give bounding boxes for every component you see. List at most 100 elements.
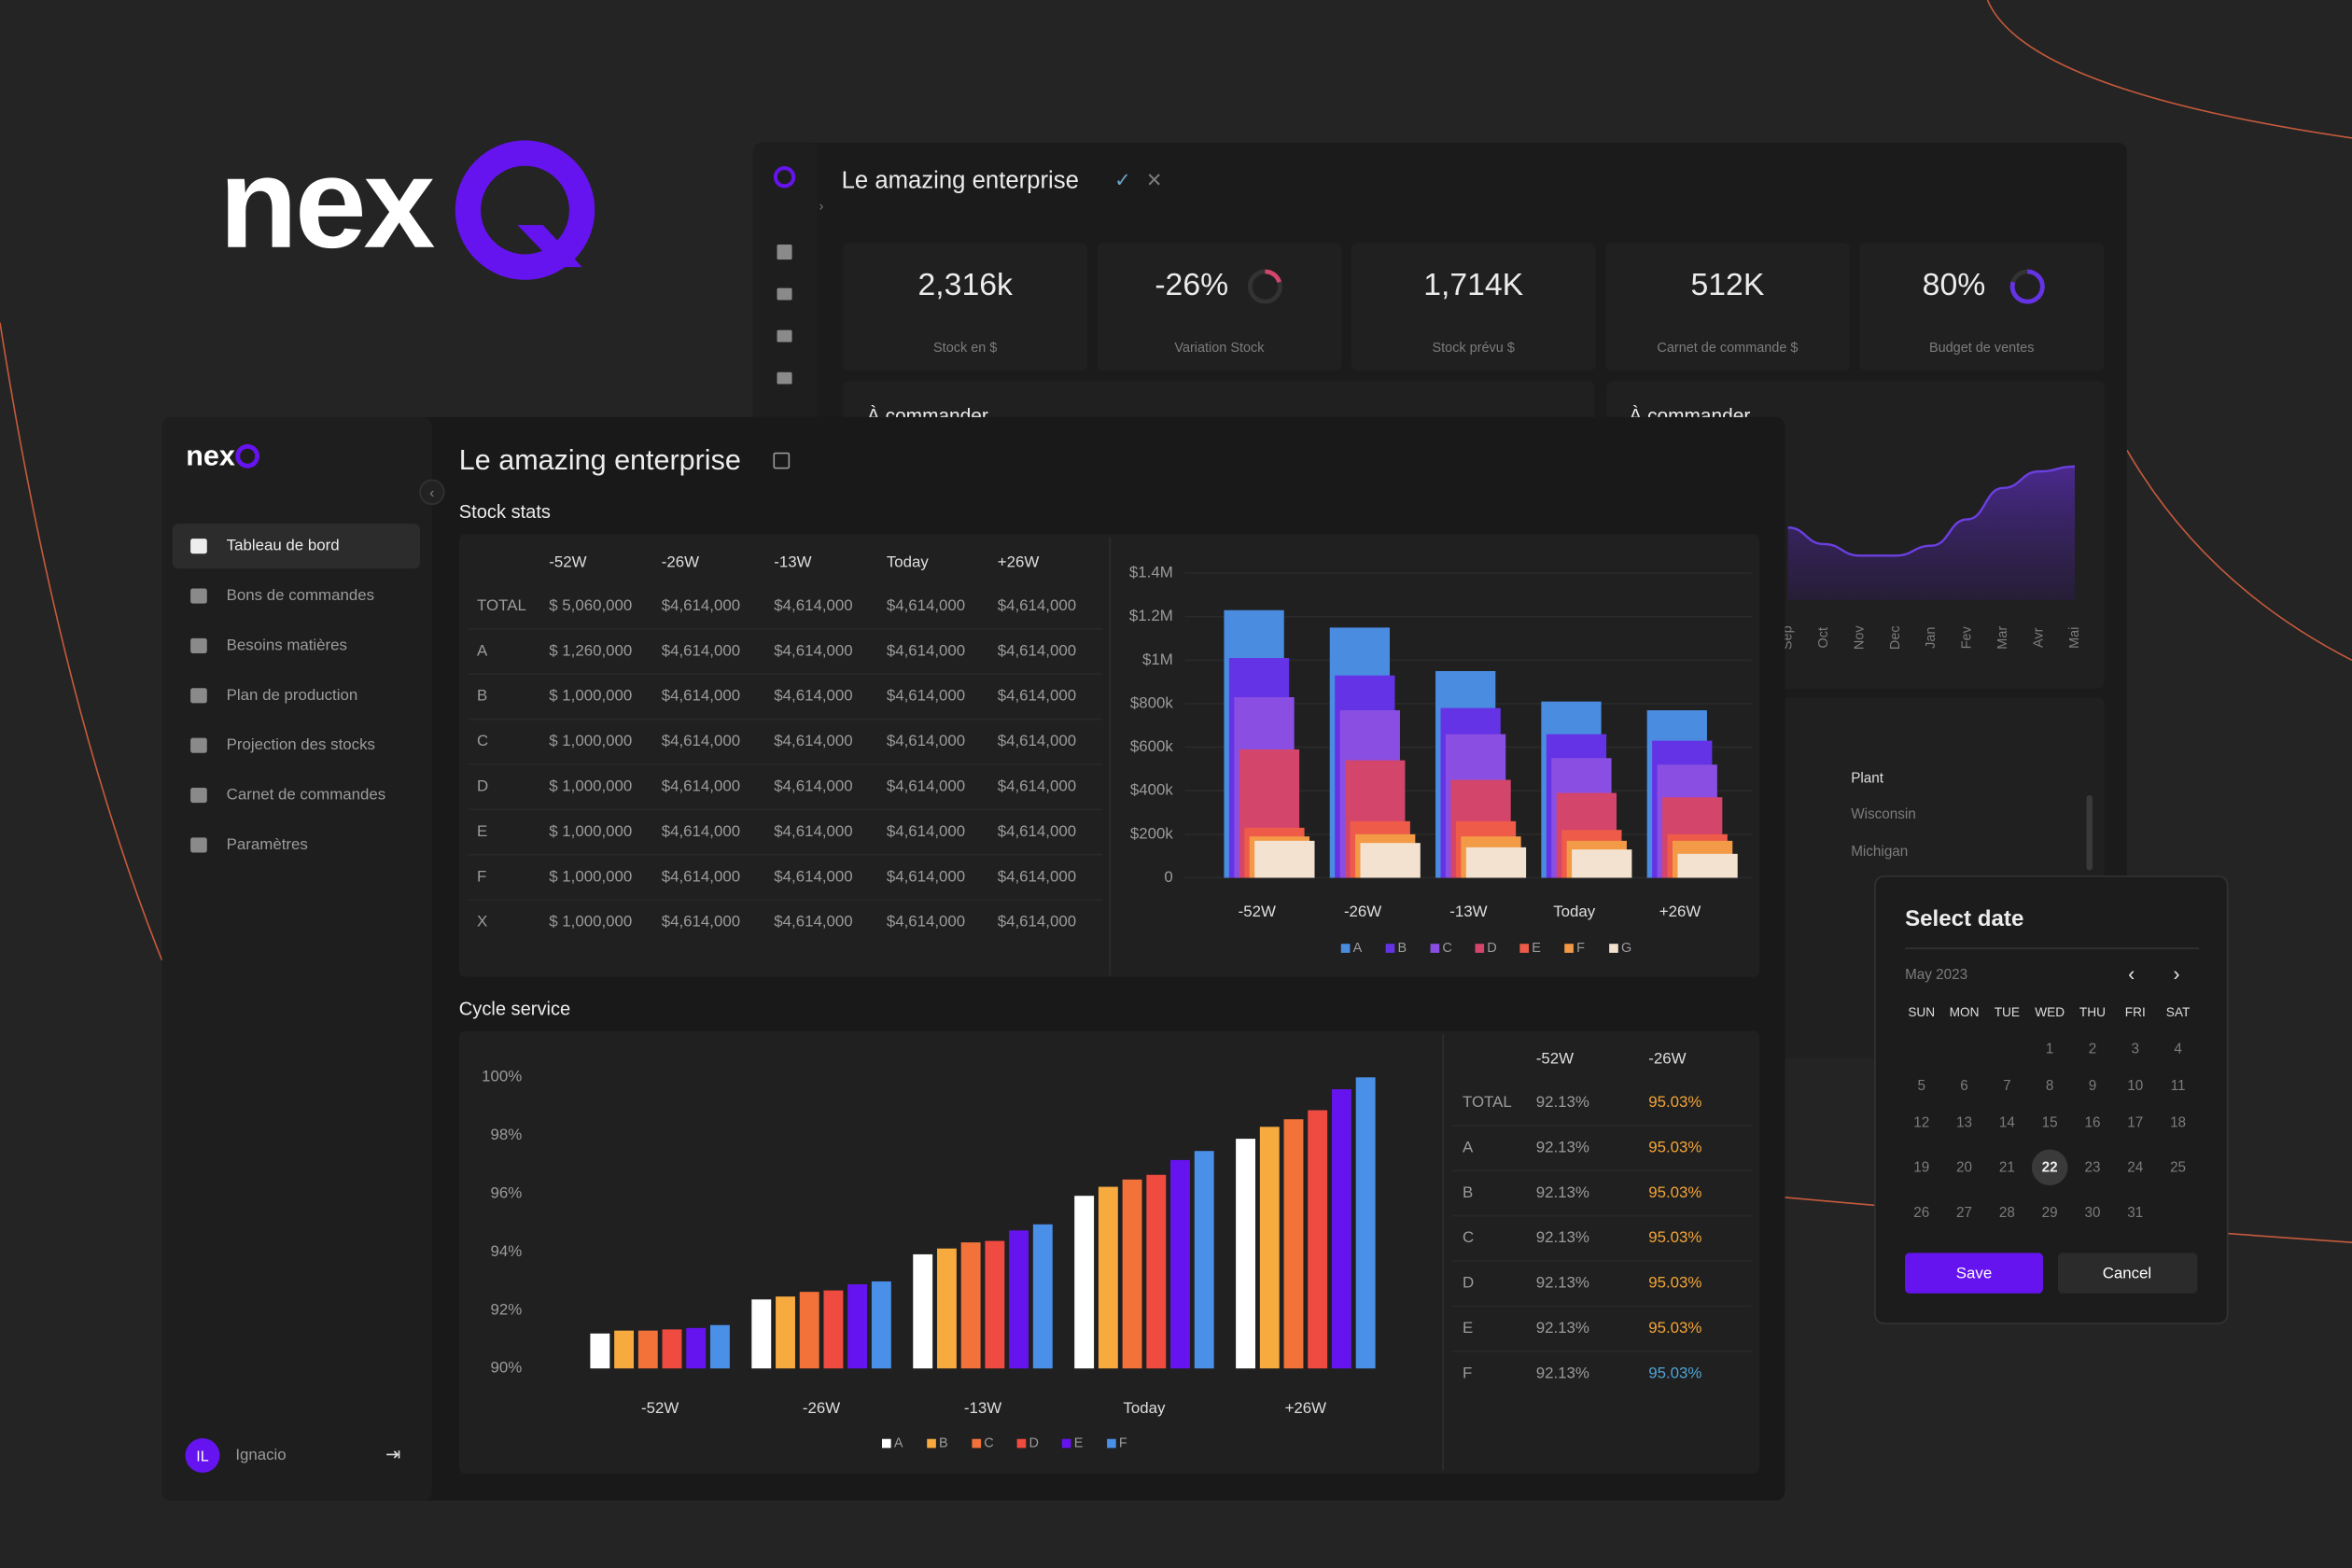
day[interactable]: 17 (2127, 1114, 2143, 1130)
table-cell: $4,614,000 (887, 867, 965, 885)
day[interactable]: 5 (1918, 1078, 1925, 1094)
legend-label: F (1576, 941, 1585, 956)
day[interactable]: 31 (2127, 1205, 2143, 1221)
area-fill (1787, 466, 2075, 601)
table-cell: $4,614,000 (774, 687, 852, 705)
cancel-button[interactable] (2058, 1253, 2198, 1294)
month-label: May 2023 (1905, 967, 1967, 983)
nav-item[interactable]: Paramètres (227, 835, 308, 853)
nav-item[interactable]: Bons de commandes (227, 586, 374, 604)
area-line (1787, 465, 2076, 557)
bar (1283, 1119, 1304, 1369)
nav-item[interactable]: Projection des stocks (227, 735, 375, 753)
close-icon[interactable]: ✕ (1146, 170, 1162, 191)
day[interactable]: 30 (2084, 1205, 2100, 1221)
nav-item[interactable]: Tableau de bord (227, 537, 340, 554)
save-button[interactable] (1905, 1253, 2043, 1294)
bar (1355, 1077, 1376, 1369)
table-cell: $4,614,000 (998, 687, 1076, 705)
legend-label: F (1119, 1435, 1127, 1450)
cancel-label[interactable]: Cancel (2103, 1264, 2151, 1281)
day[interactable]: 13 (1956, 1114, 1972, 1130)
x-tick-label: Nov (1852, 625, 1867, 650)
next-month[interactable]: › (2173, 963, 2179, 985)
day[interactable]: 22 (2042, 1160, 2058, 1176)
logo-text: nex (219, 132, 435, 275)
day[interactable]: 20 (1956, 1160, 1972, 1176)
table-cell: B (477, 687, 487, 705)
prev-month[interactable]: ‹ (2128, 963, 2135, 985)
kpi-card (1097, 243, 1342, 371)
y-tick-label: 94% (491, 1242, 523, 1260)
day[interactable]: 9 (2089, 1078, 2096, 1094)
table-cell: E (477, 822, 487, 840)
table-cell: 92.13% (1536, 1228, 1589, 1246)
nav-icon (190, 737, 207, 753)
day[interactable]: 21 (1999, 1160, 2015, 1176)
kpi-card (1859, 243, 2105, 371)
day[interactable]: 29 (2042, 1205, 2058, 1221)
table-cell: C (477, 732, 488, 749)
day[interactable]: 12 (1913, 1114, 1929, 1130)
x-tick-label: -52W (1239, 903, 1276, 920)
table-cell: $4,614,000 (998, 913, 1076, 931)
avatar-initials: IL (196, 1448, 208, 1464)
logout-icon[interactable]: ⇥ (385, 1446, 400, 1465)
day[interactable]: 10 (2127, 1078, 2143, 1094)
nav-icon (190, 588, 207, 604)
day[interactable]: 23 (2084, 1160, 2100, 1176)
nav-active (172, 524, 421, 569)
day[interactable]: 25 (2170, 1160, 2186, 1176)
kpi-label: Variation Stock (1174, 341, 1265, 356)
confirm-icon[interactable]: ✓ (1114, 170, 1130, 191)
day[interactable]: 16 (2084, 1114, 2100, 1130)
bar (686, 1327, 707, 1369)
nav-item[interactable]: Besoins matières (227, 636, 347, 653)
legend-swatch (1475, 944, 1485, 953)
bar (1259, 1127, 1280, 1369)
kpi-label: Stock prévu $ (1433, 341, 1515, 356)
day[interactable]: 14 (1999, 1114, 2015, 1130)
save-label[interactable]: Save (1956, 1264, 1992, 1281)
weekday: SAT (2166, 1005, 2191, 1019)
table-cell: B (1463, 1183, 1473, 1201)
table-cell: 92.13% (1536, 1138, 1589, 1155)
day[interactable]: 28 (1999, 1205, 2015, 1221)
day[interactable]: 26 (1913, 1205, 1929, 1221)
day[interactable]: 24 (2127, 1160, 2143, 1176)
bar (614, 1330, 635, 1369)
day[interactable]: 15 (2042, 1114, 2058, 1130)
section-title: Cycle service (459, 999, 570, 1019)
table-cell: TOTAL (1463, 1093, 1512, 1111)
sidebar (161, 416, 432, 1501)
day[interactable]: 27 (1956, 1205, 1972, 1221)
table-cell: $4,614,000 (887, 822, 965, 840)
table-cell: D (1463, 1274, 1474, 1292)
nav-item[interactable]: Carnet de commandes (227, 786, 386, 804)
day[interactable]: 11 (2171, 1078, 2186, 1094)
day[interactable]: 19 (1913, 1160, 1929, 1176)
day[interactable]: 3 (2132, 1042, 2139, 1057)
collapse-icon[interactable]: ‹ (429, 484, 434, 501)
x-tick-label: Mai (2067, 627, 2082, 649)
table-cell: 92.13% (1536, 1183, 1589, 1201)
collapse-button[interactable] (419, 479, 445, 505)
day[interactable]: 18 (2170, 1114, 2186, 1130)
expand-icon[interactable]: › (819, 200, 824, 215)
edit-icon[interactable] (773, 452, 791, 469)
day[interactable]: 6 (1960, 1078, 1967, 1094)
table-cell: 95.03% (1648, 1093, 1701, 1111)
nav-item[interactable]: Plan de production (227, 686, 358, 704)
scrollbar[interactable] (2086, 795, 2093, 871)
kpi-value: 1,714K (1423, 267, 1523, 302)
day[interactable]: 4 (2174, 1042, 2182, 1057)
bar (799, 1292, 819, 1369)
day[interactable]: 7 (2003, 1078, 2010, 1094)
day[interactable]: 1 (2046, 1042, 2053, 1057)
table-cell: 95.03% (1648, 1364, 1701, 1381)
bar (1236, 1139, 1256, 1369)
y-tick-label: $800k (1130, 693, 1173, 711)
y-tick-label: 92% (491, 1300, 523, 1318)
day[interactable]: 2 (2089, 1042, 2096, 1057)
day[interactable]: 8 (2046, 1078, 2053, 1094)
